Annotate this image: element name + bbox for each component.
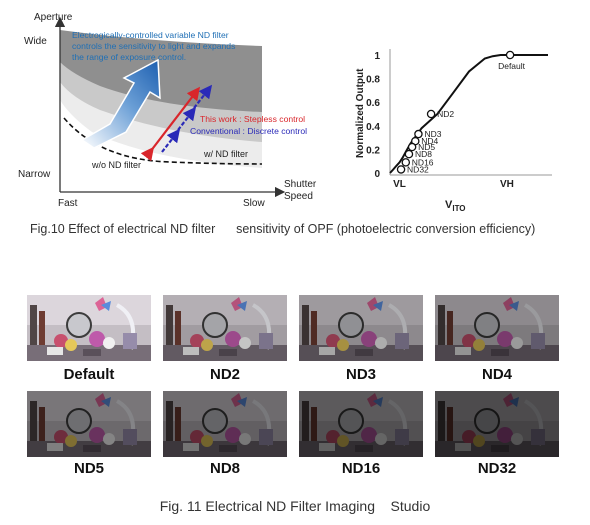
wo-nd-label: w/o ND filter (91, 160, 141, 170)
photo-nd8 (163, 391, 287, 457)
w-nd-curve (63, 117, 263, 165)
photo-nd4 (435, 295, 559, 361)
annotation-line-1: Electrogically-controlled variable ND fi… (72, 30, 229, 40)
chart-series-line (389, 54, 548, 174)
chart-ytick-label: 0 (374, 169, 380, 180)
fig11-caption: Fig. 11 Electrical ND Filter Imaging Stu… (159, 498, 431, 514)
stepless-arrow (140, 86, 201, 162)
chart-point-nd16 (401, 158, 411, 167)
photo-nd16 (299, 391, 423, 457)
chart-point-label-nd5: ND5 (418, 142, 435, 152)
annotation-line-2: controls the sensitivity to light and ex… (72, 41, 235, 51)
photo-label-nd16: ND16 (341, 460, 381, 477)
expand-arrow (80, 58, 161, 149)
chart-point-default (505, 50, 515, 60)
chart-ytick-label: 1 (374, 51, 380, 62)
chart-xtick-vl: VL (393, 179, 406, 190)
chart-point-nd3 (414, 129, 423, 139)
normalized-output-chart: Normalized Output 0 0.2 0.4 0.6 0.8 1 VL VH Def… (355, 49, 552, 213)
photo-nd2 (163, 295, 287, 361)
chart-xtick-vh: VH (500, 179, 514, 190)
photo-label-nd4: ND4 (481, 366, 512, 383)
chart-ytick-label: 0.2 (366, 145, 380, 156)
chart-point-label-nd4: ND4 (421, 136, 438, 146)
photo-nd5 (27, 391, 151, 457)
chart-point-nd8 (404, 149, 414, 159)
y-narrow-label: Narrow (18, 169, 51, 180)
chart-point-label-nd3: ND3 (424, 129, 441, 139)
photo-label-nd3: ND3 (345, 366, 376, 383)
chart-ylabel: Normalized Output (355, 68, 366, 158)
photo-label-nd8: ND8 (209, 460, 240, 477)
chart-point-label-nd2: ND2 (437, 109, 454, 119)
fig10-caption: Fig.10 Effect of electrical ND filter se… (30, 222, 536, 236)
conventional-label: Conventional : Discrete control (190, 126, 307, 136)
chart-point-label-nd16: ND16 (412, 157, 434, 167)
photo-label-default: Default (63, 366, 115, 383)
photo-label-nd2: ND2 (209, 366, 240, 383)
chart-ytick-label: 0.4 (366, 122, 380, 133)
photo-label-nd32: ND32 (477, 460, 517, 477)
photo-nd3 (299, 295, 423, 361)
y-axis-title: Aperture (34, 12, 73, 23)
discrete-arrow-2 (177, 106, 197, 131)
chart-point-label-default: Default (498, 61, 526, 71)
chart-point-label-nd32: ND32 (407, 164, 429, 174)
photo-default (27, 295, 151, 361)
exposure-diagram: Aperture Wide Narrow Fast Slow Shutter S… (18, 12, 317, 209)
x-slow-label: Slow (243, 198, 265, 209)
x-axis-title-line2: Speed (284, 191, 313, 202)
chart-point-nd5 (407, 142, 417, 152)
chart-point-label-nd8: ND8 (415, 149, 432, 159)
discrete-arrow-3 (193, 84, 213, 109)
annotation-line-3: the range of exposure control. (72, 52, 186, 62)
photo-nd32 (435, 391, 559, 457)
chart-xlabel: VITO (445, 199, 466, 213)
this-work-label: This work : Stepless control (200, 114, 305, 124)
chart-point-nd32 (396, 165, 406, 174)
y-wide-label: Wide (24, 36, 47, 47)
chart-point-nd2 (426, 109, 436, 119)
w-nd-label: w/ ND filter (203, 149, 248, 159)
chart-ytick-label: 0.8 (366, 75, 380, 86)
x-fast-label: Fast (58, 198, 78, 209)
discrete-arrow-1 (161, 128, 181, 153)
photo-label-nd5: ND5 (73, 460, 104, 477)
chart-ytick-label: 0.6 (366, 98, 380, 109)
x-axis-title-line1: Shutter (284, 179, 317, 190)
